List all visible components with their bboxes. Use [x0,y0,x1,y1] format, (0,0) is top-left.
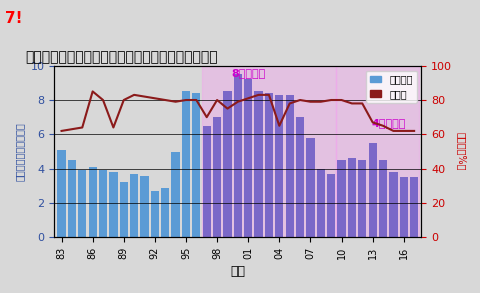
Legend: 発売戸数, 契約率: 発売戸数, 契約率 [365,71,416,103]
Bar [88,167,96,237]
Bar [109,172,117,237]
Bar [201,66,336,237]
Bar [181,91,190,237]
Bar [213,117,221,237]
Bar [399,177,407,237]
Bar [358,160,366,237]
Bar [161,188,169,237]
Bar [347,159,355,237]
Bar [78,171,86,237]
Bar [378,160,386,237]
Bar [202,126,210,237]
Bar [150,191,159,237]
Text: 7!: 7! [5,11,22,26]
Y-axis label: 発売戸数（万戸／年）: 発売戸数（万戸／年） [15,122,25,181]
Bar [243,79,252,237]
Bar [306,138,314,237]
Text: 8万戸時代: 8万戸時代 [230,68,265,78]
Bar [336,160,345,237]
Text: 発売戸数と契約率の推移（首都圏新築マンション）: 発売戸数と契約率の推移（首都圏新築マンション） [25,50,217,64]
Bar [130,174,138,237]
Bar [295,117,303,237]
Bar [316,169,324,237]
Bar [68,160,76,237]
Bar [275,95,283,237]
Bar [388,172,396,237]
Bar [140,176,148,237]
Bar [171,151,180,237]
Bar [368,143,376,237]
Bar [57,150,66,237]
Bar [223,91,231,237]
Bar [285,95,293,237]
Bar [254,91,262,237]
Text: 4万戸時代: 4万戸時代 [370,118,405,128]
Bar [120,183,128,237]
Bar [409,177,418,237]
Bar [233,74,241,237]
Bar [192,93,200,237]
X-axis label: 年度: 年度 [230,265,245,278]
Bar [336,66,419,237]
Bar [264,93,273,237]
Bar [99,171,107,237]
Y-axis label: 契約率（%）: 契約率（%） [455,132,465,171]
Bar [326,174,335,237]
